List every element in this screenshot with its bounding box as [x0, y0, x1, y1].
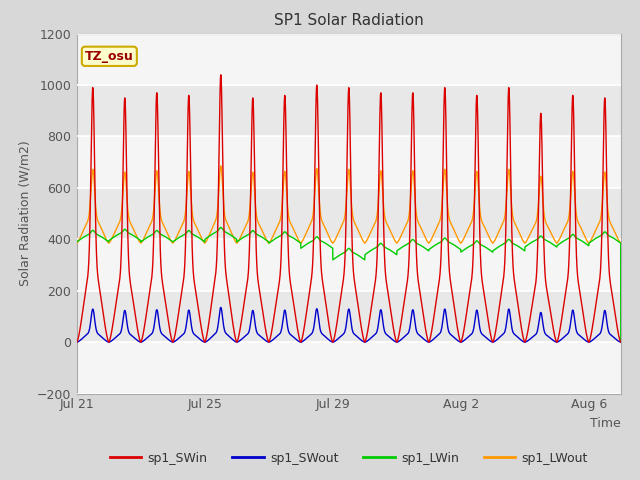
- Legend: sp1_SWin, sp1_SWout, sp1_LWin, sp1_LWout: sp1_SWin, sp1_SWout, sp1_LWin, sp1_LWout: [105, 447, 593, 469]
- Line: sp1_SWin: sp1_SWin: [77, 75, 621, 342]
- Y-axis label: Solar Radiation (W/m2): Solar Radiation (W/m2): [19, 141, 31, 287]
- sp1_LWin: [401, 242, 409, 248]
- sp1_SWout: [217, 304, 225, 310]
- sp1_SWin: [401, 291, 409, 297]
- Bar: [77, 85, 621, 136]
- sp1_SWin: [159, 287, 167, 292]
- sp1_SWout: [461, 336, 469, 342]
- sp1_LWin: [122, 228, 130, 233]
- sp1_LWout: [159, 222, 167, 228]
- sp1_SWout: [73, 339, 81, 345]
- X-axis label: Time: Time: [590, 417, 621, 430]
- sp1_LWin: [217, 225, 225, 230]
- sp1_LWout: [217, 163, 225, 168]
- sp1_SWout: [186, 313, 194, 319]
- sp1_SWout: [407, 316, 415, 322]
- sp1_LWin: [461, 246, 469, 252]
- sp1_LWout: [73, 240, 81, 246]
- Title: SP1 Solar Radiation: SP1 Solar Radiation: [274, 13, 424, 28]
- Line: sp1_LWout: sp1_LWout: [77, 166, 621, 250]
- Bar: [77, 342, 621, 394]
- sp1_SWin: [217, 72, 225, 78]
- sp1_LWin: [73, 239, 81, 245]
- Line: sp1_SWout: sp1_SWout: [77, 307, 621, 342]
- Text: TZ_osu: TZ_osu: [85, 50, 134, 63]
- sp1_SWin: [73, 339, 81, 345]
- sp1_LWin: [617, 339, 625, 345]
- Bar: [77, 291, 621, 342]
- sp1_SWout: [617, 339, 625, 345]
- sp1_SWout: [159, 333, 167, 338]
- Bar: [77, 188, 621, 240]
- sp1_LWout: [617, 247, 625, 252]
- sp1_LWin: [159, 233, 167, 239]
- sp1_LWin: [407, 238, 415, 244]
- sp1_SWout: [122, 315, 130, 321]
- sp1_SWin: [617, 339, 625, 345]
- sp1_SWin: [122, 153, 130, 159]
- sp1_LWout: [461, 232, 469, 238]
- sp1_LWout: [122, 185, 130, 191]
- sp1_LWout: [186, 181, 194, 187]
- sp1_SWin: [461, 317, 469, 323]
- sp1_LWin: [186, 228, 194, 234]
- sp1_LWout: [401, 224, 409, 229]
- Bar: [77, 34, 621, 85]
- sp1_SWin: [407, 158, 415, 164]
- Bar: [77, 136, 621, 188]
- Line: sp1_LWin: sp1_LWin: [77, 228, 621, 342]
- sp1_SWout: [401, 333, 409, 339]
- Bar: [77, 240, 621, 291]
- sp1_SWin: [186, 138, 194, 144]
- sp1_LWout: [407, 186, 415, 192]
